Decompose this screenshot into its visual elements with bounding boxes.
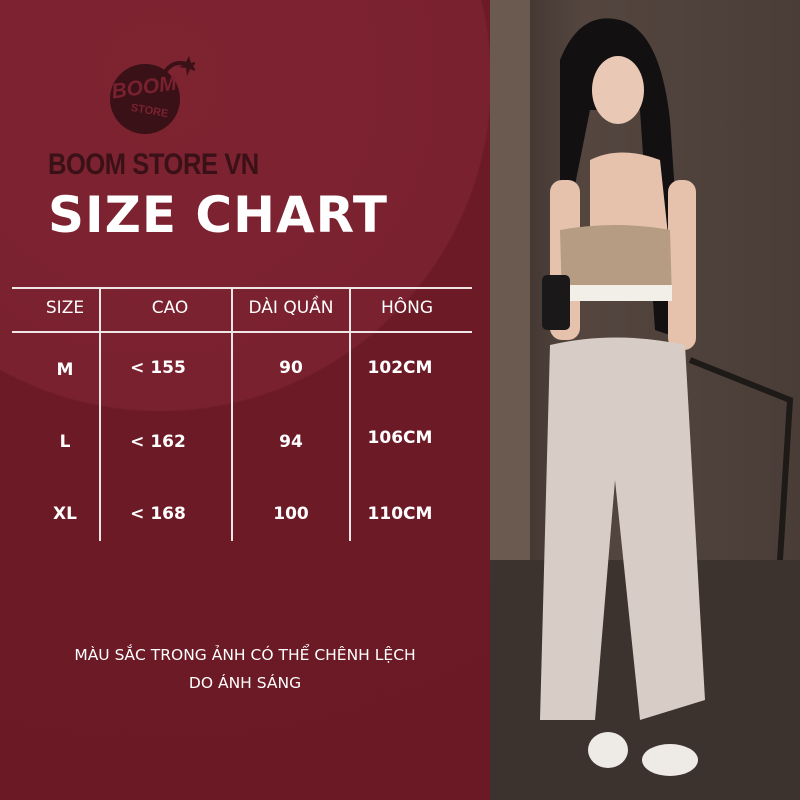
model-illustration xyxy=(490,0,800,800)
column-divider xyxy=(231,288,233,541)
cell-dai-quan: 100 xyxy=(273,504,309,524)
cell-hong: 102CM xyxy=(367,358,433,378)
cell-size: L xyxy=(59,432,71,452)
table-top-border xyxy=(12,287,472,289)
cell-dai-quan: 94 xyxy=(279,432,303,452)
header-cao: CAO xyxy=(151,298,189,318)
model-photo xyxy=(490,0,800,800)
note-line-1: MÀU SẮC TRONG ẢNH CÓ THỂ CHÊNH LỆCH xyxy=(74,646,416,664)
cell-cao: < 162 xyxy=(130,432,186,452)
table-header-divider xyxy=(12,331,472,333)
cell-hong: 106CM xyxy=(367,428,433,448)
brand-name: BOOM STORE VN xyxy=(48,148,259,181)
cell-dai-quan: 90 xyxy=(279,358,303,378)
column-divider xyxy=(349,288,351,541)
cell-cao: < 155 xyxy=(130,358,186,378)
column-divider xyxy=(99,288,101,541)
boom-store-logo: BOOM STORE xyxy=(110,56,195,134)
header-hong: HÔNG xyxy=(380,298,434,318)
cell-cao: < 168 xyxy=(130,504,186,524)
page-title: SIZE CHART xyxy=(48,186,389,244)
cell-size: M xyxy=(56,360,74,380)
note-line-2: DO ÁNH SÁNG xyxy=(188,674,302,692)
chart-panel: BOOM STORE BOOM STORE VN SIZE CHART SIZE… xyxy=(0,0,490,800)
header-dai-quan: DÀI QUẦN xyxy=(248,298,334,318)
color-disclaimer: MÀU SẮC TRONG ẢNH CÓ THỂ CHÊNH LỆCH DO Á… xyxy=(0,641,490,697)
cell-size: XL xyxy=(53,504,77,524)
cell-hong: 110CM xyxy=(367,504,433,524)
header-size: SIZE xyxy=(45,298,85,318)
